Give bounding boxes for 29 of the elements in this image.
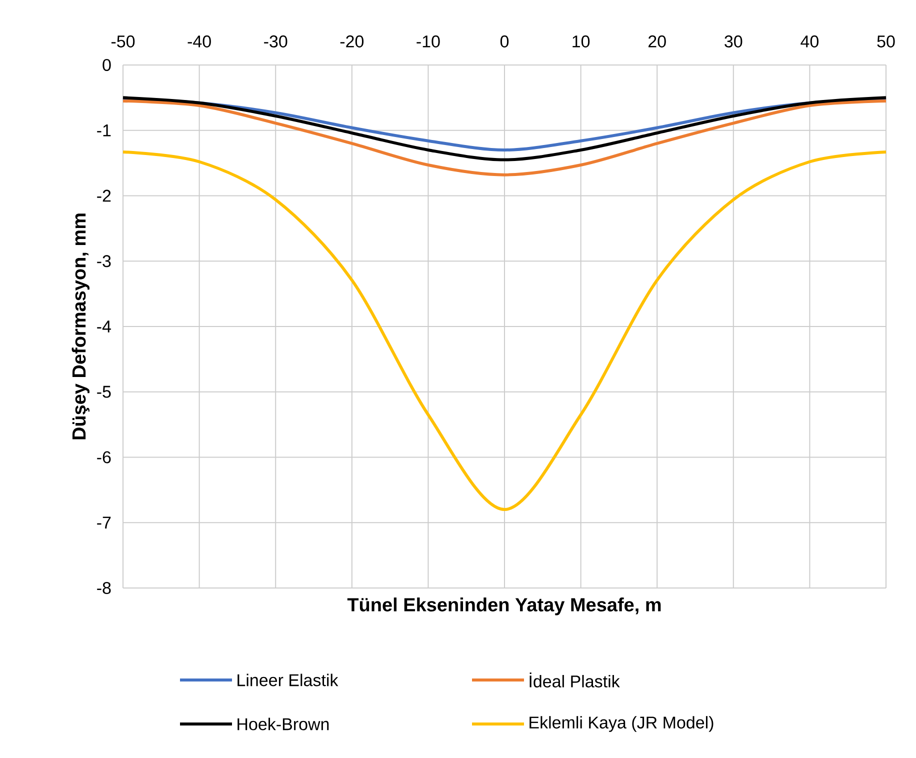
line-series — [122, 96, 888, 162]
x-tick-label: -10 — [416, 35, 440, 48]
y-tick-label: 0 — [102, 58, 111, 72]
x-tick-label: 40 — [800, 35, 819, 48]
x-axis-title: Tünel Ekseninden Yatay Mesafe, m — [347, 598, 661, 616]
line-series — [122, 150, 888, 512]
x-tick-label: 10 — [572, 35, 590, 48]
x-tick-label: -30 — [264, 35, 288, 48]
legend-label: İdeal Plastik — [530, 672, 620, 688]
y-axis-title: Düşey Deformasyon, mm — [72, 214, 90, 440]
x-tick-label: -50 — [111, 35, 135, 48]
y-tick-label: -8 — [97, 582, 111, 594]
legend-label: Lineer Elastik — [238, 674, 338, 686]
y-tick-label: -5 — [97, 386, 111, 398]
legend-label: Hoek-Brown — [238, 718, 329, 730]
x-tick-label: 20 — [648, 35, 666, 48]
x-tick-label: 30 — [724, 35, 742, 48]
y-tick-label: -7 — [97, 516, 111, 528]
y-tick-label: -2 — [97, 190, 111, 202]
x-tick-label: -40 — [188, 35, 211, 48]
y-tick-label: -6 — [97, 451, 111, 464]
y-tick-label: -4 — [97, 320, 111, 332]
x-tick-label: -20 — [340, 35, 364, 48]
line-series — [122, 99, 888, 176]
x-tick-label: 0 — [500, 35, 509, 48]
legend-label: Eklemli Kaya (JR Model) — [530, 716, 714, 732]
y-tick-label: -1 — [97, 124, 111, 136]
y-tick-label: -3 — [97, 255, 111, 268]
x-tick-label: 50 — [877, 35, 895, 48]
